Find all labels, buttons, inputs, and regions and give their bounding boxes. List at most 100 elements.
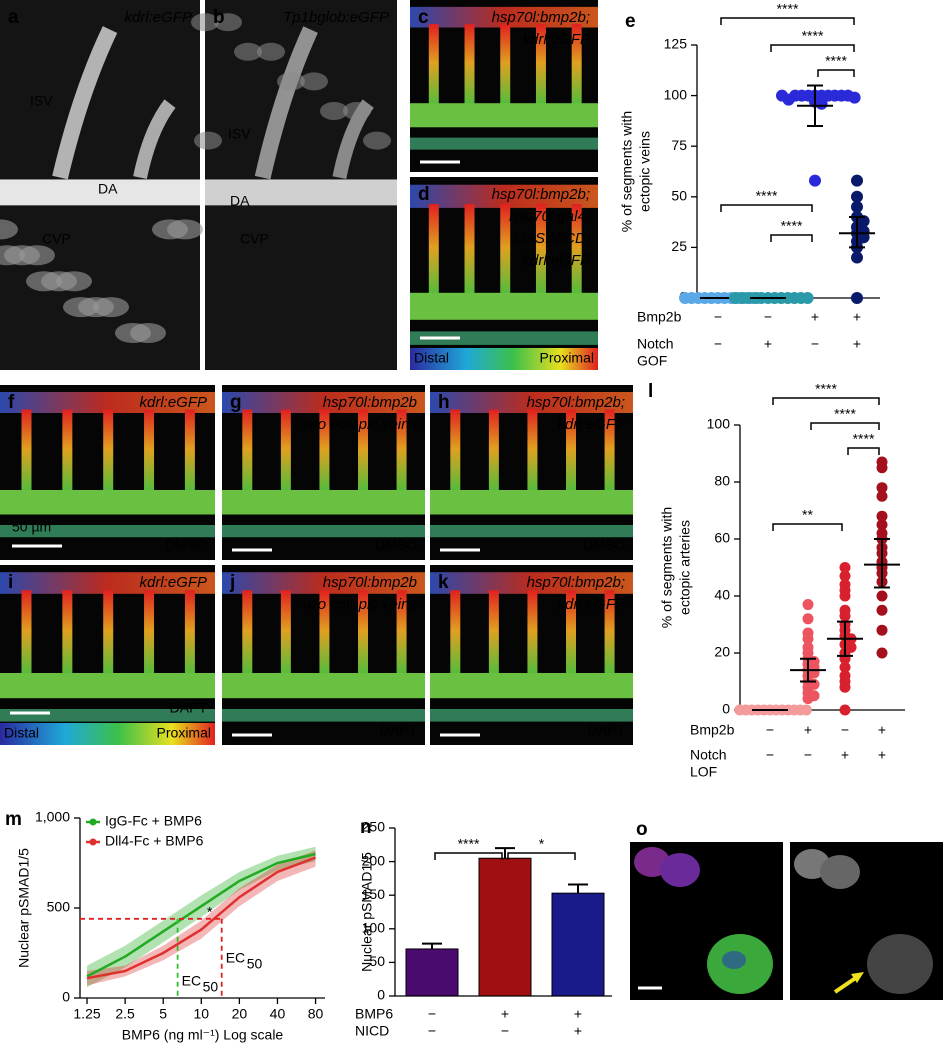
panel-letter: j (229, 572, 235, 593)
condition-value: − (428, 1023, 436, 1039)
data-point (839, 681, 851, 693)
image-texture (205, 179, 397, 206)
image-texture (660, 853, 700, 887)
image-texture (144, 409, 155, 497)
y-tick-label: 75 (671, 137, 687, 153)
condition-name: BMP6 (355, 1006, 393, 1022)
data-point (839, 590, 851, 602)
data-point (776, 89, 788, 102)
image-texture (428, 204, 439, 301)
image-texture (257, 42, 285, 61)
significance-bracket (810, 422, 880, 430)
y-tick-label: 0 (722, 701, 730, 717)
image-texture (430, 709, 633, 722)
y-axis-label: % of segments with (659, 507, 675, 628)
data-point (876, 510, 888, 522)
ec50-subscript: 50 (203, 979, 219, 995)
image-texture (450, 409, 461, 497)
data-point (851, 251, 863, 264)
y-tick-label: 0 (377, 987, 385, 1003)
condition-value: + (501, 1006, 509, 1022)
error-bar (807, 84, 823, 127)
image-texture (222, 525, 425, 538)
y-tick-label: 50 (671, 188, 687, 204)
condition-value: − (804, 747, 812, 763)
condition-value: + (811, 309, 819, 325)
image-caption: pSMAD (887, 851, 935, 867)
image-texture (428, 24, 439, 111)
image-texture (500, 204, 511, 301)
panel-letter: a (8, 7, 19, 28)
image-texture (21, 409, 32, 497)
image-texture (343, 102, 371, 120)
image-texture (0, 245, 25, 266)
image-texture (450, 590, 461, 681)
x-tick-label: 2.5 (115, 1006, 135, 1022)
image-texture (488, 409, 499, 497)
series-line (86, 856, 316, 980)
x-tick-label: 80 (308, 1006, 324, 1022)
y-axis-label: Nuclear pSMAD1/5 (16, 848, 32, 968)
image-texture (430, 490, 633, 515)
image-texture (242, 409, 253, 497)
y-tick-label: 1,000 (35, 809, 70, 825)
x-tick-label: 40 (270, 1006, 286, 1022)
condition-name: Notch (690, 747, 727, 763)
colorbar-label: Distal (414, 350, 449, 366)
y-tick-label: 40 (714, 587, 730, 603)
image-texture (363, 131, 391, 150)
image-caption: hsp70l:bmp2b; (527, 394, 625, 411)
significance-label: **** (756, 188, 778, 204)
condition-name: Bmp2b (690, 722, 735, 738)
image-texture (0, 392, 215, 413)
image-texture (410, 6, 598, 28)
image-texture (396, 409, 407, 497)
bar (478, 857, 532, 997)
image-texture (222, 490, 425, 515)
image-texture (115, 323, 151, 343)
y-tick-label: 250 (362, 819, 386, 835)
image-condition: DMSO (375, 537, 417, 553)
significance-label: * (207, 904, 213, 920)
image-texture (358, 409, 369, 497)
image-texture (604, 590, 615, 681)
data-point (876, 482, 888, 494)
data-point (839, 570, 851, 582)
significance-label: ** (802, 507, 813, 523)
image-texture (144, 590, 155, 681)
y-tick-label: 25 (671, 238, 687, 254)
image-texture (430, 392, 633, 413)
image-texture (194, 131, 222, 150)
image-texture (280, 409, 291, 497)
panel-letter: o (636, 819, 648, 840)
image-texture (277, 72, 305, 91)
condition-name: GOF (637, 353, 667, 369)
image-texture (488, 590, 499, 681)
legend-label: IgG-Fc + BMP6 (105, 813, 202, 829)
image-label: FLAG-NICD (700, 849, 775, 865)
image-texture (103, 409, 114, 497)
ec50-subscript: 50 (247, 956, 263, 972)
image-texture (222, 709, 425, 722)
image-texture (0, 572, 215, 594)
image-texture (63, 297, 99, 318)
image-texture (410, 137, 598, 150)
ec50-label: EC (226, 950, 245, 966)
y-axis-label: ectopic veins (637, 131, 653, 212)
significance-bracket (817, 69, 855, 77)
significance-bracket (720, 204, 813, 212)
y-tick-label: 100 (362, 920, 386, 936)
image-texture (464, 204, 475, 301)
x-axis-label: BMP6 (ng ml⁻¹) Log scale (122, 1027, 284, 1043)
significance-bracket (770, 234, 813, 242)
image-texture (0, 525, 215, 538)
y-axis-label: ectopic arteries (677, 520, 693, 615)
image-texture (566, 409, 577, 497)
image-label: DA (230, 193, 250, 209)
error-bar (568, 883, 588, 894)
data-point (734, 704, 746, 716)
condition-value: + (574, 1023, 582, 1039)
image-texture (242, 590, 253, 681)
panel-letter: g (230, 392, 242, 413)
